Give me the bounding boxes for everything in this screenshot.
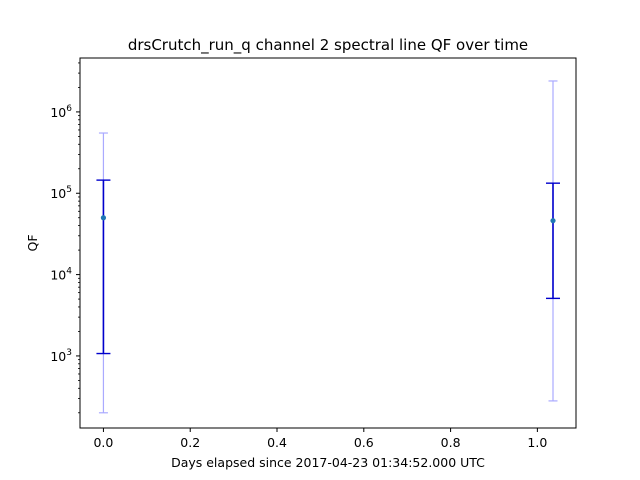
x-tick-label: 0.0 [93,435,113,450]
y-tick-label: 104 [50,267,72,283]
plot-frame [79,57,577,429]
plot-marks [96,80,561,414]
x-tick-label: 0.2 [180,435,200,450]
y-axis: 103 104 105 106 [50,62,80,414]
x-axis-label: Days elapsed since 2017-04-23 01:34:52.0… [171,455,485,470]
data-point [100,215,107,221]
x-tick-label: 1.0 [527,435,547,450]
data-point [550,218,556,224]
y-tick-label: 105 [50,185,72,201]
y-axis-label: QF [25,234,40,251]
x-tick-label: 0.6 [354,435,374,450]
y-tick-label: 106 [50,104,72,120]
x-tick-label: 0.8 [441,435,461,450]
x-tick-label: 0.4 [267,435,287,450]
y-tick-label: 103 [50,348,72,364]
x-axis: 0.0 0.2 0.4 0.6 0.8 1.0 [93,428,547,450]
chart-title: drsCrutch_run_q channel 2 spectral line … [128,36,528,55]
